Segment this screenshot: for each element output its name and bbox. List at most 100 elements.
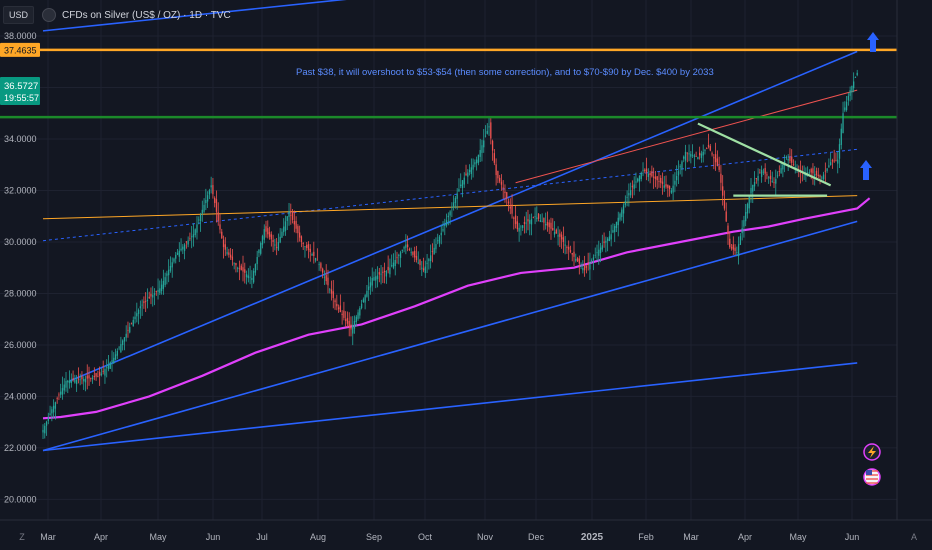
candle[interactable] — [88, 366, 90, 386]
candle[interactable] — [835, 152, 837, 162]
candle[interactable] — [233, 262, 235, 270]
candle[interactable] — [644, 168, 646, 174]
candle[interactable] — [148, 291, 150, 300]
candle[interactable] — [106, 359, 108, 378]
candle[interactable] — [706, 147, 708, 150]
candle[interactable] — [606, 237, 609, 252]
candle[interactable] — [569, 245, 572, 254]
candle[interactable] — [152, 286, 154, 307]
candle[interactable] — [368, 276, 370, 302]
candle[interactable] — [83, 376, 85, 390]
candle[interactable] — [159, 280, 161, 296]
candle[interactable] — [272, 234, 274, 253]
candle[interactable] — [605, 236, 607, 253]
candle[interactable] — [831, 158, 834, 169]
candle[interactable] — [490, 118, 492, 145]
candle[interactable] — [568, 240, 570, 261]
candle[interactable] — [546, 211, 549, 232]
candle[interactable] — [661, 172, 664, 195]
candle[interactable] — [52, 399, 55, 419]
channel-middle-line[interactable] — [42, 148, 858, 242]
candle[interactable] — [458, 178, 460, 192]
candle[interactable] — [527, 209, 529, 231]
candle[interactable] — [336, 294, 338, 311]
candle[interactable] — [844, 101, 846, 113]
candle[interactable] — [672, 174, 674, 201]
candle[interactable] — [511, 194, 513, 219]
candle[interactable] — [426, 253, 428, 274]
candle[interactable] — [854, 76, 857, 78]
candle[interactable] — [332, 280, 334, 309]
candle[interactable] — [456, 188, 458, 210]
candle[interactable] — [725, 202, 727, 223]
candle[interactable] — [323, 270, 326, 286]
candle[interactable] — [51, 406, 53, 422]
candle[interactable] — [688, 144, 690, 162]
candle[interactable] — [506, 191, 508, 206]
candle[interactable] — [702, 144, 704, 163]
candle[interactable] — [293, 210, 295, 233]
candle[interactable] — [612, 223, 614, 234]
candle[interactable] — [541, 213, 543, 223]
candle[interactable] — [221, 228, 223, 239]
candle[interactable] — [684, 144, 687, 171]
candle[interactable] — [583, 255, 586, 277]
candle[interactable] — [348, 312, 350, 337]
candle[interactable] — [137, 308, 140, 325]
candle[interactable] — [486, 123, 488, 135]
candle[interactable] — [306, 242, 308, 251]
candle[interactable] — [750, 177, 752, 203]
candle[interactable] — [722, 175, 724, 206]
candle[interactable] — [201, 200, 203, 222]
candle[interactable] — [837, 151, 839, 174]
candle[interactable] — [86, 364, 88, 390]
candle[interactable] — [183, 243, 186, 260]
candle[interactable] — [566, 245, 568, 254]
candle[interactable] — [444, 218, 446, 236]
candle[interactable] — [329, 287, 331, 294]
candle[interactable] — [514, 205, 517, 229]
candle[interactable] — [536, 206, 538, 222]
candle[interactable] — [822, 171, 825, 181]
candle[interactable] — [258, 249, 260, 258]
candle[interactable] — [660, 175, 662, 189]
candle[interactable] — [449, 210, 451, 225]
candle[interactable] — [522, 225, 524, 231]
candle[interactable] — [534, 207, 536, 225]
candle[interactable] — [645, 157, 648, 181]
candle[interactable] — [782, 162, 784, 178]
candle[interactable] — [621, 207, 623, 221]
candle[interactable] — [422, 257, 425, 273]
candle[interactable] — [118, 345, 120, 351]
candle[interactable] — [56, 396, 58, 404]
candle[interactable] — [421, 261, 423, 277]
resistance-price-label[interactable]: 37.4635 — [0, 42, 40, 57]
candle[interactable] — [707, 133, 710, 149]
candle[interactable] — [385, 270, 388, 284]
candle[interactable] — [419, 258, 421, 271]
channel-lower-line[interactable] — [42, 220, 858, 452]
candle[interactable] — [677, 160, 680, 185]
candle[interactable] — [136, 302, 138, 323]
candle[interactable] — [592, 254, 595, 271]
candle[interactable] — [90, 377, 92, 382]
candle[interactable] — [638, 175, 641, 192]
candle[interactable] — [297, 224, 299, 243]
candle[interactable] — [484, 125, 487, 138]
candle[interactable] — [821, 175, 823, 180]
annotation-text[interactable]: Past $38, it will overshoot to $53-$54 (… — [296, 67, 714, 78]
currency-button[interactable]: USD — [3, 6, 35, 24]
candle[interactable] — [856, 69, 858, 77]
candle[interactable] — [320, 261, 322, 272]
candle[interactable] — [74, 374, 76, 384]
candle[interactable] — [97, 370, 99, 378]
candle[interactable] — [199, 212, 202, 232]
candle[interactable] — [690, 151, 692, 164]
candle[interactable] — [438, 234, 441, 247]
candle[interactable] — [601, 234, 603, 252]
candle[interactable] — [45, 420, 48, 436]
candle[interactable] — [817, 167, 819, 179]
candle[interactable] — [44, 422, 46, 439]
candle[interactable] — [773, 177, 775, 188]
candle[interactable] — [499, 174, 501, 184]
